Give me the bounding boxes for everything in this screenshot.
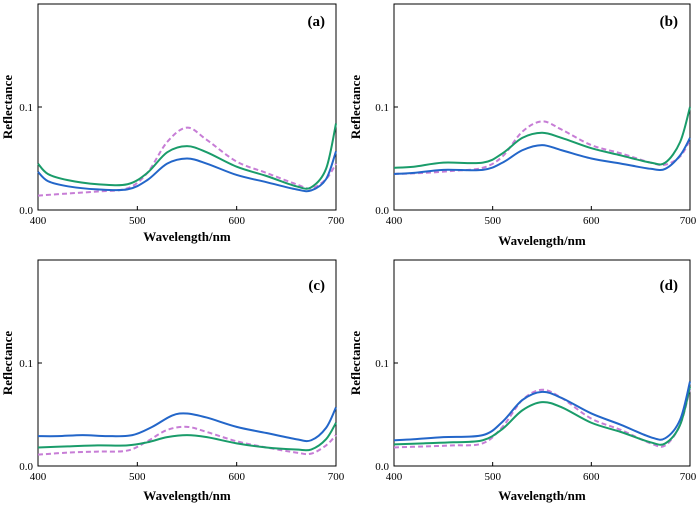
plot-frame	[37, 3, 337, 211]
tick-layer	[37, 362, 337, 467]
y-tick-label: 0.0	[19, 461, 33, 473]
x-tick-label: 500	[129, 471, 146, 483]
y-axis-label: Reflectance	[348, 331, 363, 395]
x-tick-label: 700	[680, 215, 697, 227]
series-line-dashed	[393, 120, 691, 175]
y-tick-label: 0.0	[19, 205, 33, 217]
panel-label: (b)	[660, 14, 678, 30]
series-line-green	[393, 106, 691, 169]
series-line-blue	[37, 150, 337, 193]
series-line-blue	[37, 406, 337, 443]
series-line-blue	[393, 137, 691, 175]
series-layer	[393, 106, 691, 175]
series-line-dashed	[37, 425, 337, 456]
x-tick-label: 500	[484, 215, 501, 227]
plot-frame	[393, 3, 691, 211]
x-tick-label: 600	[228, 215, 245, 227]
x-tick-label: 400	[30, 215, 47, 227]
panel-d: 400 500 600 700 0.0 0.1 Wavelength/nm Re…	[348, 259, 697, 503]
y-tick-label: 0.1	[19, 358, 33, 370]
tick-layer	[393, 106, 691, 211]
x-tick-label: 700	[328, 471, 345, 483]
x-axis-label: Wavelength/nm	[143, 229, 231, 244]
x-tick-label: 500	[484, 471, 501, 483]
series-line-green	[37, 123, 337, 190]
x-tick-label: 400	[386, 215, 403, 227]
panel-label: (c)	[308, 278, 325, 294]
panel-a: 400 500 600 700 0.0 0.1 Wavelength/nm Re…	[0, 3, 345, 244]
y-tick-label: 0.0	[375, 205, 389, 217]
y-tick-label: 0.1	[375, 358, 389, 370]
panel-label: (a)	[308, 14, 326, 30]
x-tick-label: 600	[228, 471, 245, 483]
y-axis-label: Reflectance	[0, 331, 15, 395]
x-tick-label: 500	[129, 215, 146, 227]
panel-c: 400 500 600 700 0.0 0.1 Wavelength/nm Re…	[0, 259, 345, 503]
y-axis-label: Reflectance	[0, 75, 15, 139]
panel-b: 400 500 600 700 0.0 0.1 Wavelength/nm Re…	[348, 3, 697, 248]
series-line-green	[37, 422, 337, 452]
y-tick-label: 0.1	[19, 102, 33, 114]
series-line-blue	[393, 381, 691, 442]
y-axis-label: Reflectance	[348, 75, 363, 139]
x-tick-label: 600	[583, 471, 600, 483]
series-layer	[37, 123, 337, 197]
x-tick-label: 600	[583, 215, 600, 227]
tick-layer	[393, 362, 691, 467]
x-axis-label: Wavelength/nm	[498, 488, 586, 503]
x-tick-label: 400	[30, 471, 47, 483]
x-axis-label: Wavelength/nm	[498, 233, 586, 248]
x-tick-label: 700	[680, 471, 697, 483]
series-line-dashed	[393, 388, 691, 449]
series-layer	[393, 381, 691, 449]
y-tick-label: 0.1	[375, 102, 389, 114]
panel-label: (d)	[660, 278, 678, 294]
y-tick-label: 0.0	[375, 461, 389, 473]
tick-layer	[37, 106, 337, 211]
x-axis-label: Wavelength/nm	[143, 488, 231, 503]
x-tick-label: 400	[386, 471, 403, 483]
series-line-green	[393, 386, 691, 446]
x-tick-label: 700	[328, 215, 345, 227]
series-layer	[37, 406, 337, 456]
